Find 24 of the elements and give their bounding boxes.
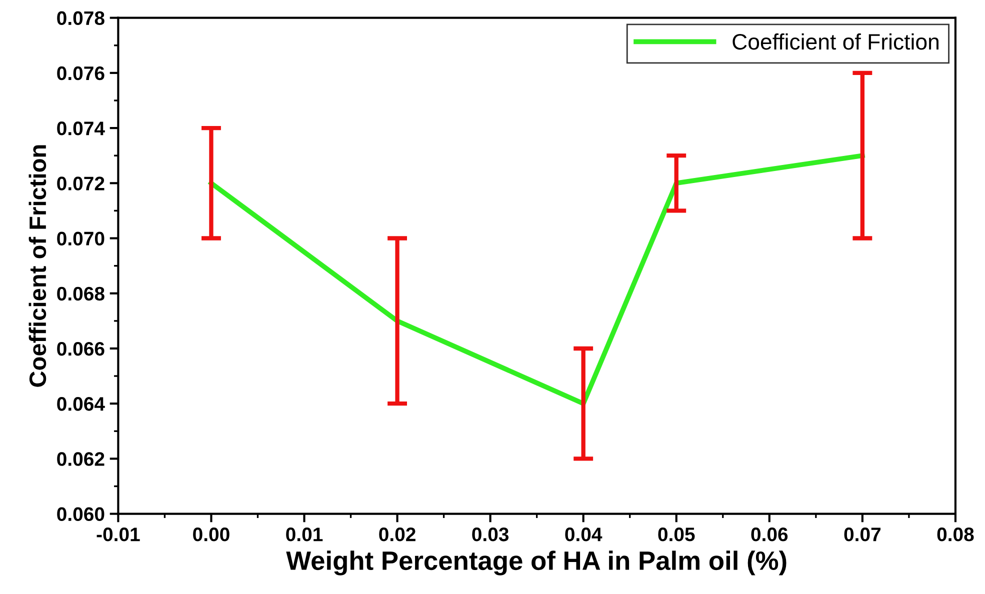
x-tick-label: 0.06: [751, 528, 788, 542]
x-tick-label: 0.04: [565, 528, 602, 542]
y-tick-label: 0.062: [57, 452, 104, 466]
x-tick-label: 0.08: [937, 528, 974, 542]
y-axis-title: Coefficient of Friction: [28, 145, 46, 387]
x-tick-label: 0.01: [286, 528, 323, 542]
y-tick-label: 0.076: [57, 66, 104, 80]
y-tick-label: 0.072: [57, 176, 104, 190]
x-tick-label: 0.07: [844, 528, 880, 542]
y-tick-label: 0.068: [57, 286, 104, 301]
line-series: [208, 153, 865, 406]
x-tick-label: 0.05: [658, 528, 695, 542]
y-tick-label: 0.070: [57, 232, 104, 246]
y-tick-label: 0.060: [57, 507, 104, 522]
y-tick-label: 0.078: [57, 11, 104, 26]
x-tick-label: 0.02: [379, 528, 416, 542]
x-tick-label: 0.00: [193, 528, 230, 542]
x-tick-label: 0.03: [472, 528, 509, 542]
y-tick-label: 0.074: [57, 122, 105, 136]
legend-label: Coefficient of Friction: [732, 33, 938, 50]
x-tick-label: -0.01: [96, 528, 140, 542]
x-axis-title: Weight Percentage of HA in Palm oil (%): [286, 550, 786, 576]
y-tick-label: 0.064: [57, 397, 105, 411]
y-tick-label: 0.066: [57, 342, 104, 356]
